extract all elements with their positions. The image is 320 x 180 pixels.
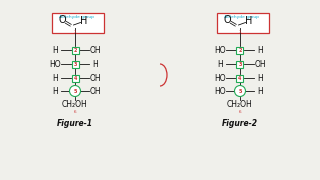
Text: H: H (257, 73, 263, 82)
Text: 4: 4 (238, 75, 242, 80)
Text: 5: 5 (238, 89, 242, 93)
Text: CH₂OH: CH₂OH (227, 100, 253, 109)
FancyBboxPatch shape (71, 46, 78, 53)
Text: 1: 1 (74, 30, 76, 34)
Text: 5: 5 (73, 89, 77, 93)
Text: 2: 2 (73, 48, 77, 53)
Text: O: O (223, 15, 231, 25)
Circle shape (235, 86, 245, 96)
FancyBboxPatch shape (236, 46, 244, 53)
Text: OH: OH (89, 87, 101, 96)
FancyBboxPatch shape (236, 75, 244, 82)
Text: H: H (257, 87, 263, 96)
Text: CH₂OH: CH₂OH (62, 100, 88, 109)
Text: HO: HO (214, 73, 226, 82)
FancyBboxPatch shape (217, 13, 268, 33)
Text: 2: 2 (238, 48, 242, 53)
Circle shape (69, 86, 81, 96)
Text: H: H (52, 87, 58, 96)
Text: H: H (80, 16, 88, 26)
Text: H: H (217, 60, 223, 69)
Text: OH: OH (89, 46, 101, 55)
Text: 6: 6 (239, 110, 241, 114)
Text: 6: 6 (74, 110, 76, 114)
Text: Aldehyde group: Aldehyde group (59, 15, 93, 19)
FancyBboxPatch shape (52, 13, 104, 33)
Text: H: H (245, 16, 253, 26)
Text: H: H (52, 46, 58, 55)
Text: O: O (58, 15, 66, 25)
FancyBboxPatch shape (236, 60, 244, 68)
Text: OH: OH (254, 60, 266, 69)
Text: Figure-1: Figure-1 (57, 118, 93, 127)
Text: Aldehyde group: Aldehyde group (224, 15, 259, 19)
Text: H: H (92, 60, 98, 69)
Text: 4: 4 (73, 75, 77, 80)
FancyBboxPatch shape (71, 60, 78, 68)
Text: HO: HO (214, 46, 226, 55)
Text: 1: 1 (239, 30, 241, 34)
Text: HO: HO (214, 87, 226, 96)
Text: H: H (257, 46, 263, 55)
Text: OH: OH (89, 73, 101, 82)
Text: 3: 3 (238, 62, 242, 66)
Text: Figure-2: Figure-2 (222, 118, 258, 127)
FancyBboxPatch shape (71, 75, 78, 82)
Text: H: H (52, 73, 58, 82)
Text: 3: 3 (73, 62, 77, 66)
Text: HO: HO (49, 60, 61, 69)
